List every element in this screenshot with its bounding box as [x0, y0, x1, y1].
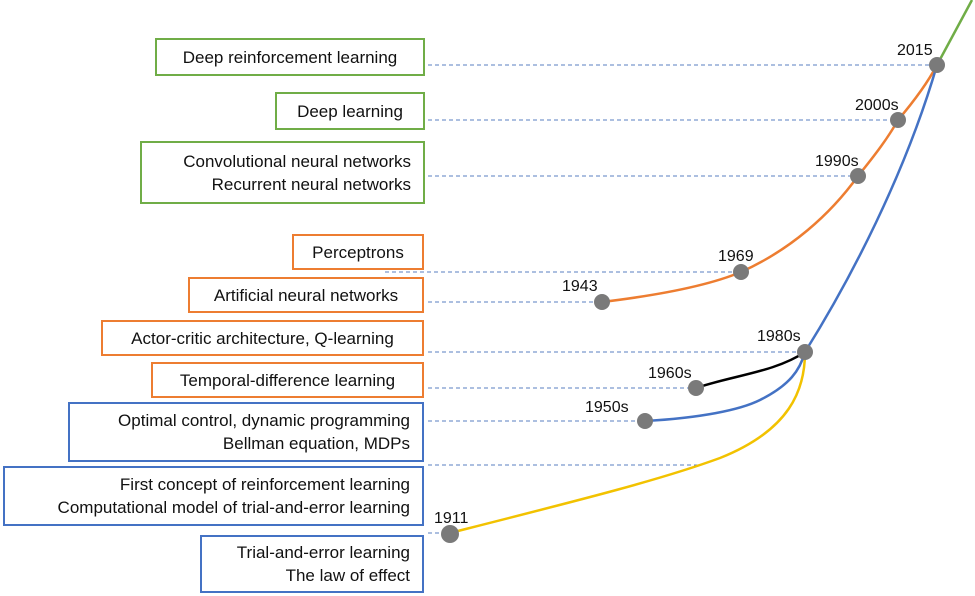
box-line: Optimal control, dynamic programming — [118, 411, 410, 430]
black-curve — [695, 350, 806, 390]
box-line: Trial-and-error learning — [236, 543, 410, 562]
box-cnn-rnn: Convolutional neural networks Recurrent … — [140, 141, 425, 204]
box-perceptrons: Perceptrons — [292, 234, 424, 270]
box-line: Actor-critic architecture, Q-learning — [131, 328, 394, 348]
box-first-concept-rl: First concept of reinforcement learning … — [3, 466, 424, 526]
box-line: The law of effect — [285, 566, 410, 585]
box-line: Deep learning — [297, 101, 403, 121]
node-1960s — [688, 380, 704, 396]
orange-curve — [601, 64, 939, 304]
box-line: Computational model of trial-and-error l… — [57, 498, 410, 517]
box-deep-learning: Deep learning — [275, 92, 425, 130]
year-2000s: 2000s — [855, 97, 899, 114]
box-deep-reinforcement-learning: Deep reinforcement learning — [155, 38, 425, 76]
node-1990s — [850, 168, 866, 184]
year-1969: 1969 — [718, 248, 754, 265]
node-1950s — [637, 413, 653, 429]
node-1969 — [733, 264, 749, 280]
box-line: Bellman equation, MDPs — [222, 434, 410, 453]
box-line: Perceptrons — [312, 242, 404, 262]
year-1990s: 1990s — [815, 153, 859, 170]
yellow-curve — [449, 351, 807, 535]
box-line: Temporal-difference learning — [179, 370, 396, 390]
box-line: First concept of reinforcement learning — [119, 475, 410, 494]
box-actor-critic: Actor-critic architecture, Q-learning — [101, 320, 424, 356]
year-1911: 1911 — [434, 510, 469, 527]
box-line: Recurrent neural networks — [211, 174, 411, 194]
year-1950s: 1950s — [585, 399, 629, 416]
year-1980s: 1980s — [757, 328, 801, 345]
box-temporal-difference: Temporal-difference learning — [151, 362, 424, 398]
green-curve — [935, 0, 974, 66]
box-artificial-neural-networks: Artificial neural networks — [188, 277, 424, 313]
box-line: Artificial neural networks — [213, 285, 399, 305]
node-1943 — [594, 294, 610, 310]
box-optimal-control: Optimal control, dynamic programming Bel… — [68, 402, 424, 462]
year-2015: 2015 — [897, 42, 933, 59]
year-1943: 1943 — [562, 278, 598, 295]
leader-lines — [385, 64, 937, 534]
node-1911 — [441, 525, 459, 543]
box-trial-and-error: Trial-and-error learning The law of effe… — [200, 535, 424, 593]
node-1980s — [797, 344, 813, 360]
timeline-nodes — [441, 57, 945, 543]
node-2015 — [929, 57, 945, 73]
box-line: Deep reinforcement learning — [182, 47, 398, 67]
year-1960s: 1960s — [648, 365, 692, 382]
box-line: Convolutional neural networks — [183, 151, 411, 171]
node-2000s — [890, 112, 906, 128]
